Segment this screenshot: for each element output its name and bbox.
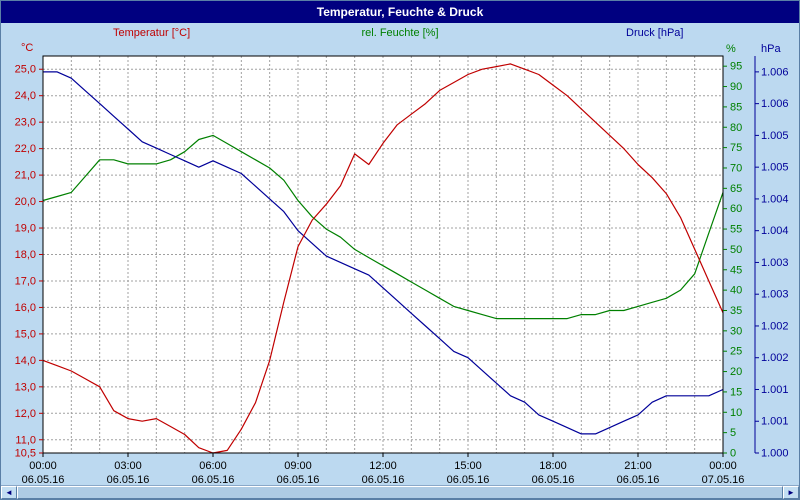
svg-text:19,0: 19,0 (15, 223, 36, 235)
window-titlebar: Temperatur, Feuchte & Druck (1, 1, 799, 23)
svg-text:35: 35 (730, 305, 742, 317)
svg-text:1.001: 1.001 (761, 416, 789, 428)
svg-text:40: 40 (730, 285, 742, 297)
legend-pressure: Druck [hPa] (626, 27, 684, 39)
svg-text:1.006: 1.006 (761, 98, 789, 110)
series-humidity-line (42, 134, 724, 320)
pressure-axis-unit: hPa (761, 43, 781, 55)
svg-text:45: 45 (730, 264, 742, 276)
svg-text:06:00: 06:00 (199, 460, 227, 472)
svg-text:90: 90 (730, 81, 742, 93)
svg-text:70: 70 (730, 162, 742, 174)
svg-text:06.05.16: 06.05.16 (107, 474, 150, 486)
svg-text:1.003: 1.003 (761, 257, 789, 269)
svg-text:21:00: 21:00 (624, 460, 652, 472)
window-title: Temperatur, Feuchte & Druck (316, 5, 484, 19)
series-temp-line (42, 63, 724, 454)
svg-text:1.004: 1.004 (761, 225, 789, 237)
scrollbar-track[interactable] (17, 486, 783, 499)
svg-text:1.004: 1.004 (761, 193, 789, 205)
svg-text:06.05.16: 06.05.16 (532, 474, 575, 486)
svg-text:1.002: 1.002 (761, 352, 789, 364)
legend-humidity: rel. Feuchte [%] (361, 27, 439, 39)
legend-temperature: Temperatur [°C] (113, 27, 191, 39)
svg-text:00:00: 00:00 (709, 460, 737, 472)
scroll-right-button[interactable]: ► (783, 486, 799, 499)
scroll-left-icon: ◄ (5, 488, 13, 497)
svg-text:1.006: 1.006 (761, 66, 789, 78)
svg-text:10,5: 10,5 (15, 448, 36, 460)
svg-text:85: 85 (730, 101, 742, 113)
svg-text:20,0: 20,0 (15, 196, 36, 208)
svg-text:25,0: 25,0 (15, 64, 36, 76)
svg-text:15:00: 15:00 (454, 460, 482, 472)
svg-text:15,0: 15,0 (15, 328, 36, 340)
svg-text:22,0: 22,0 (15, 143, 36, 155)
svg-text:1.001: 1.001 (761, 384, 789, 396)
svg-text:12:00: 12:00 (369, 460, 397, 472)
svg-text:21,0: 21,0 (15, 170, 36, 182)
svg-text:09:00: 09:00 (284, 460, 312, 472)
series-lines (42, 63, 724, 454)
svg-text:06.05.16: 06.05.16 (22, 474, 65, 486)
svg-text:00:00: 00:00 (29, 460, 57, 472)
svg-text:95: 95 (730, 61, 742, 73)
svg-text:03:00: 03:00 (114, 460, 142, 472)
svg-text:15: 15 (730, 386, 742, 398)
svg-text:55: 55 (730, 224, 742, 236)
svg-text:13,0: 13,0 (15, 381, 36, 393)
horizontal-scrollbar[interactable]: ◄ ► (1, 485, 799, 499)
temp-axis-unit: °C (21, 42, 34, 54)
svg-text:1.002: 1.002 (761, 320, 789, 332)
svg-text:06.05.16: 06.05.16 (617, 474, 660, 486)
svg-text:07.05.16: 07.05.16 (702, 474, 745, 486)
series-legend: Temperatur [°C] rel. Feuchte [%] Druck [… (1, 27, 799, 41)
svg-text:80: 80 (730, 122, 742, 134)
series-pressure-line (43, 71, 724, 435)
svg-text:06.05.16: 06.05.16 (362, 474, 405, 486)
svg-text:25: 25 (730, 346, 742, 358)
scrollbar-thumb[interactable] (17, 486, 783, 499)
svg-text:65: 65 (730, 183, 742, 195)
svg-text:1.000: 1.000 (761, 448, 789, 460)
temp-axis: 25,0 24,0 23,0 22,0 21,0 20,0 19,0 18,0 17,0 16,0… (15, 64, 43, 460)
svg-text:10: 10 (730, 407, 742, 419)
humidity-axis-unit: % (726, 43, 736, 55)
svg-text:17,0: 17,0 (15, 275, 36, 287)
scroll-right-icon: ► (787, 488, 795, 497)
svg-text:18,0: 18,0 (15, 249, 36, 261)
scroll-left-button[interactable]: ◄ (1, 486, 17, 499)
svg-text:06.05.16: 06.05.16 (447, 474, 490, 486)
svg-text:1.005: 1.005 (761, 130, 789, 142)
svg-text:1.003: 1.003 (761, 289, 789, 301)
svg-text:75: 75 (730, 142, 742, 154)
svg-text:16,0: 16,0 (15, 302, 36, 314)
svg-text:12,0: 12,0 (15, 408, 36, 420)
svg-text:06.05.16: 06.05.16 (192, 474, 235, 486)
svg-text:11,0: 11,0 (15, 434, 36, 446)
svg-text:20: 20 (730, 366, 742, 378)
x-axis: 00:00 06.05.16 03:00 06.05.16 06:00 06.05.16 0… (22, 453, 745, 486)
svg-text:14,0: 14,0 (15, 355, 36, 367)
svg-text:1.005: 1.005 (761, 162, 789, 174)
svg-text:18:00: 18:00 (539, 460, 567, 472)
svg-text:5: 5 (730, 427, 736, 439)
svg-text:0: 0 (730, 448, 736, 460)
svg-text:06.05.16: 06.05.16 (277, 474, 320, 486)
svg-text:50: 50 (730, 244, 742, 256)
svg-text:30: 30 (730, 325, 742, 337)
pressure-axis: 1.006 1.006 1.005 1.005 1.004 1.004 1.003 1.003… (754, 56, 789, 460)
svg-text:60: 60 (730, 203, 742, 215)
svg-text:24,0: 24,0 (15, 90, 36, 102)
gridlines (43, 56, 723, 453)
svg-text:23,0: 23,0 (15, 117, 36, 129)
